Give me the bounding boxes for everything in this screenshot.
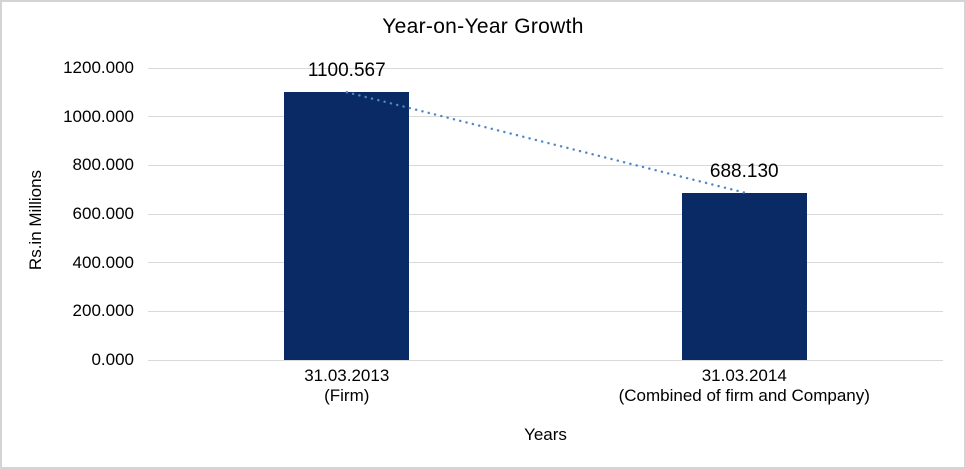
bar xyxy=(681,192,807,360)
y-tick-label: 800.000 xyxy=(72,155,134,175)
x-category-line: (Combined of firm and Company) xyxy=(618,386,870,405)
x-category-line: 31.03.2014 xyxy=(701,366,787,385)
chart-title: Year-on-Year Growth xyxy=(382,15,584,38)
gridline xyxy=(148,67,943,69)
x-category-line: 31.03.2013 xyxy=(304,366,390,385)
trendline xyxy=(345,90,746,194)
x-category-label: 31.03.2013 (Firm) xyxy=(147,366,547,406)
y-axis-title: Rs.in Millions xyxy=(26,169,45,271)
gridline xyxy=(148,359,943,361)
y-tick-label: 400.000 xyxy=(72,252,134,272)
gridline xyxy=(148,164,943,166)
y-tick-label: 1200.000 xyxy=(63,58,134,77)
bar xyxy=(284,92,410,360)
bar-value-label: 1100.567 xyxy=(307,60,386,82)
y-tick-label: 600.000 xyxy=(72,204,134,223)
y-tick-label: 0.000 xyxy=(91,350,134,369)
gridline xyxy=(148,262,943,264)
y-tick-label: 1000.000 xyxy=(63,106,134,126)
gridline xyxy=(148,116,943,118)
x-axis-title: Years xyxy=(524,425,567,444)
plot-area: 1100.567 688.130 xyxy=(148,60,943,361)
x-category-label: 31.03.2014 (Combined of firm and Company) xyxy=(544,366,944,406)
gridline xyxy=(148,310,943,312)
y-tick-label: 200.000 xyxy=(72,301,134,321)
gridline xyxy=(148,213,943,215)
x-category-line: (Firm) xyxy=(324,386,370,405)
bar-value-label: 688.130 xyxy=(709,160,779,182)
